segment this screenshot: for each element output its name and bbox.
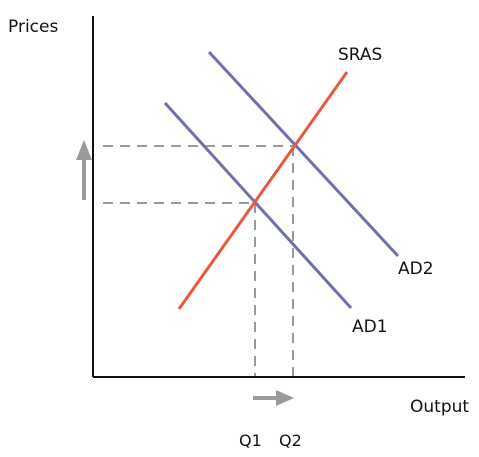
- ad1-label: AD1: [352, 317, 388, 337]
- ad2-curve: [207, 50, 400, 258]
- ad2-label: AD2: [398, 259, 434, 279]
- ad1-curve: [163, 101, 353, 310]
- q1-label: Q1: [239, 431, 262, 450]
- price-increase-arrow: [76, 140, 92, 200]
- y-axis-label: Prices: [8, 17, 58, 37]
- x-axis-label: Output: [410, 397, 469, 417]
- sras-label: SRAS: [338, 45, 382, 65]
- output-increase-arrow: [253, 390, 294, 406]
- q2-label: Q2: [279, 431, 302, 450]
- sras-curve: [177, 71, 349, 310]
